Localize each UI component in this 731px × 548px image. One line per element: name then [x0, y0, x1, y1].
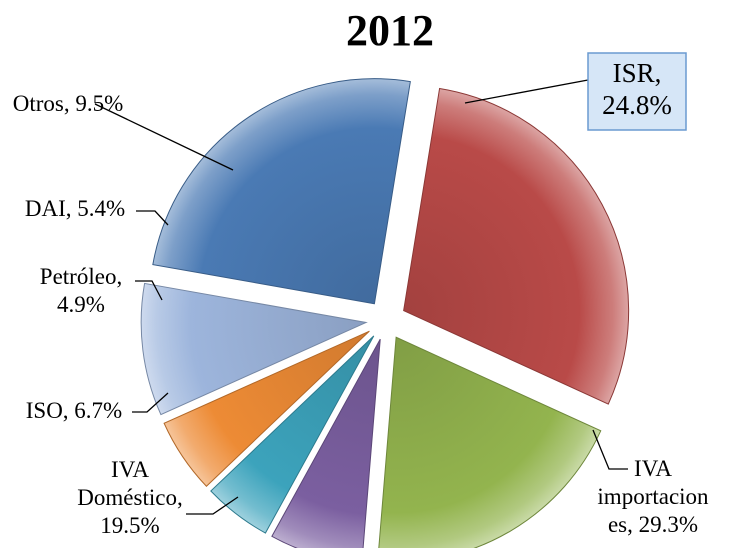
slices-layer — [140, 78, 630, 548]
pie-slice-iso — [271, 338, 381, 548]
data-label: 4.9% — [57, 292, 105, 317]
leader-line — [186, 496, 239, 515]
leader-line — [136, 210, 169, 226]
leader-line — [464, 79, 589, 104]
pie-slice-dai — [163, 330, 370, 487]
chart-title: 2012 — [346, 6, 434, 55]
data-label: Otros, 9.5% — [13, 91, 124, 116]
leader-line — [592, 429, 628, 470]
leader-lines — [94, 79, 628, 515]
leader-line — [132, 392, 169, 413]
pie-slice-petr-leo — [210, 335, 375, 534]
leader-line — [135, 280, 163, 301]
pie-slice-isr — [152, 78, 411, 305]
pie-slice-iva-importaciones — [403, 87, 630, 405]
leader-line — [94, 103, 234, 171]
data-label: IVA — [111, 457, 149, 482]
data-label: 19.5% — [100, 513, 159, 538]
data-label: IVA — [634, 456, 672, 481]
data-label: ISR, — [613, 58, 662, 88]
data-label: importacion — [597, 484, 709, 509]
pie-slice-iva-dom-stico — [378, 336, 602, 548]
data-label: 24.8% — [602, 90, 672, 120]
data-label: es, 29.3% — [608, 512, 698, 537]
data-label: Doméstico, — [77, 485, 182, 510]
data-label: DAI, 5.4% — [25, 196, 125, 221]
data-label-box — [587, 52, 687, 131]
data-labels: ISR,24.8% IVA importacion es, 29.3% IVA Domés… — [13, 52, 709, 538]
data-label: Petróleo, — [40, 264, 122, 289]
data-label: ISO, 6.7% — [26, 398, 122, 423]
pie-slice-otros — [140, 282, 368, 416]
